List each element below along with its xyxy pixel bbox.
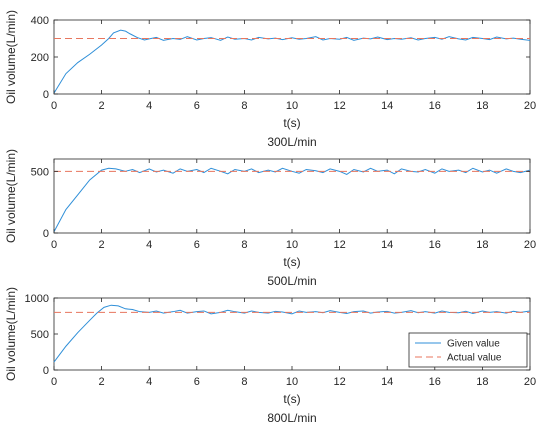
y-tick-label: 0 [43, 89, 49, 101]
x-tick-label: 8 [241, 376, 247, 388]
y-tick-label: 500 [31, 329, 49, 341]
chart-caption: 300L/min [267, 135, 316, 149]
x-tick-label: 10 [286, 239, 298, 251]
x-tick-label: 0 [51, 376, 57, 388]
x-tick-label: 2 [99, 100, 105, 112]
x-axis-label: t(s) [283, 392, 300, 406]
chart-panel-1: 0 2 4 6 8 10 12 14 16 18 200200400t(s)300L/minOil … [4, 10, 536, 149]
x-tick-label: 6 [194, 239, 200, 251]
y-tick-label: 200 [31, 52, 49, 64]
x-tick-label: 12 [333, 239, 345, 251]
chart-panel-3: 0 2 4 6 8 10 12 14 16 18 20 0 500 1000 t(s) 800L/min Oil… [4, 287, 536, 425]
plot-area [53, 19, 531, 95]
x-tick-label: 8 [241, 239, 247, 251]
x-tick-label: 10 [286, 376, 298, 388]
x-axis-label: t(s) [283, 255, 300, 269]
chart-caption: 800L/min [267, 411, 316, 425]
given-value-line [53, 29, 531, 94]
x-tick-label: 12 [333, 100, 345, 112]
y-tick-label: 0 [43, 365, 49, 377]
y-tick-label: 500 [31, 166, 49, 178]
x-tick-label: 18 [476, 100, 488, 112]
y-tick-label: 0 [43, 228, 49, 240]
x-tick-label: 0 [51, 100, 57, 112]
x-tick-label: 10 [286, 100, 298, 112]
chart-panel-2: 0 2 4 6 8 10 12 14 16 18 20 0 500 t(s) 500L/min Oil vol… [4, 149, 536, 288]
legend-label: Actual value [447, 353, 502, 364]
x-tick-label: 14 [381, 239, 393, 251]
legend: Given value Actual value [408, 332, 528, 368]
x-tick-label: 16 [429, 376, 441, 388]
x-tick-label: 2 [99, 376, 105, 388]
y-tick-label: 1000 [25, 293, 49, 305]
x-tick-label: 20 [524, 100, 536, 112]
x-tick-label: 6 [194, 376, 200, 388]
x-tick-label: 20 [524, 239, 536, 251]
x-axis-label: t(s) [283, 116, 300, 130]
y-axis-label: Oil volume(L/min) [4, 149, 18, 243]
x-tick-label: 2 [99, 239, 105, 251]
x-tick-label: 0 [51, 239, 57, 251]
x-tick-label: 18 [476, 239, 488, 251]
x-tick-label: 14 [381, 100, 393, 112]
x-tick-label: 6 [194, 100, 200, 112]
x-tick-label: 16 [429, 100, 441, 112]
y-tick-label: 400 [31, 15, 49, 27]
legend-label: Given value [447, 339, 500, 350]
x-tick-label: 20 [524, 376, 536, 388]
chart-caption: 500L/min [267, 274, 316, 288]
x-tick-label: 4 [146, 100, 152, 112]
y-axis-label: Oil volume(L/min) [4, 287, 18, 381]
legend-box [408, 332, 528, 368]
x-tick-label: 12 [333, 376, 345, 388]
x-tick-label: 4 [146, 376, 152, 388]
x-tick-label: 8 [241, 100, 247, 112]
x-tick-label: 16 [429, 239, 441, 251]
x-tick-label: 14 [381, 376, 393, 388]
x-tick-label: 18 [476, 376, 488, 388]
x-tick-label: 4 [146, 239, 152, 251]
y-axis-label: Oil volume(L/min) [4, 10, 18, 104]
